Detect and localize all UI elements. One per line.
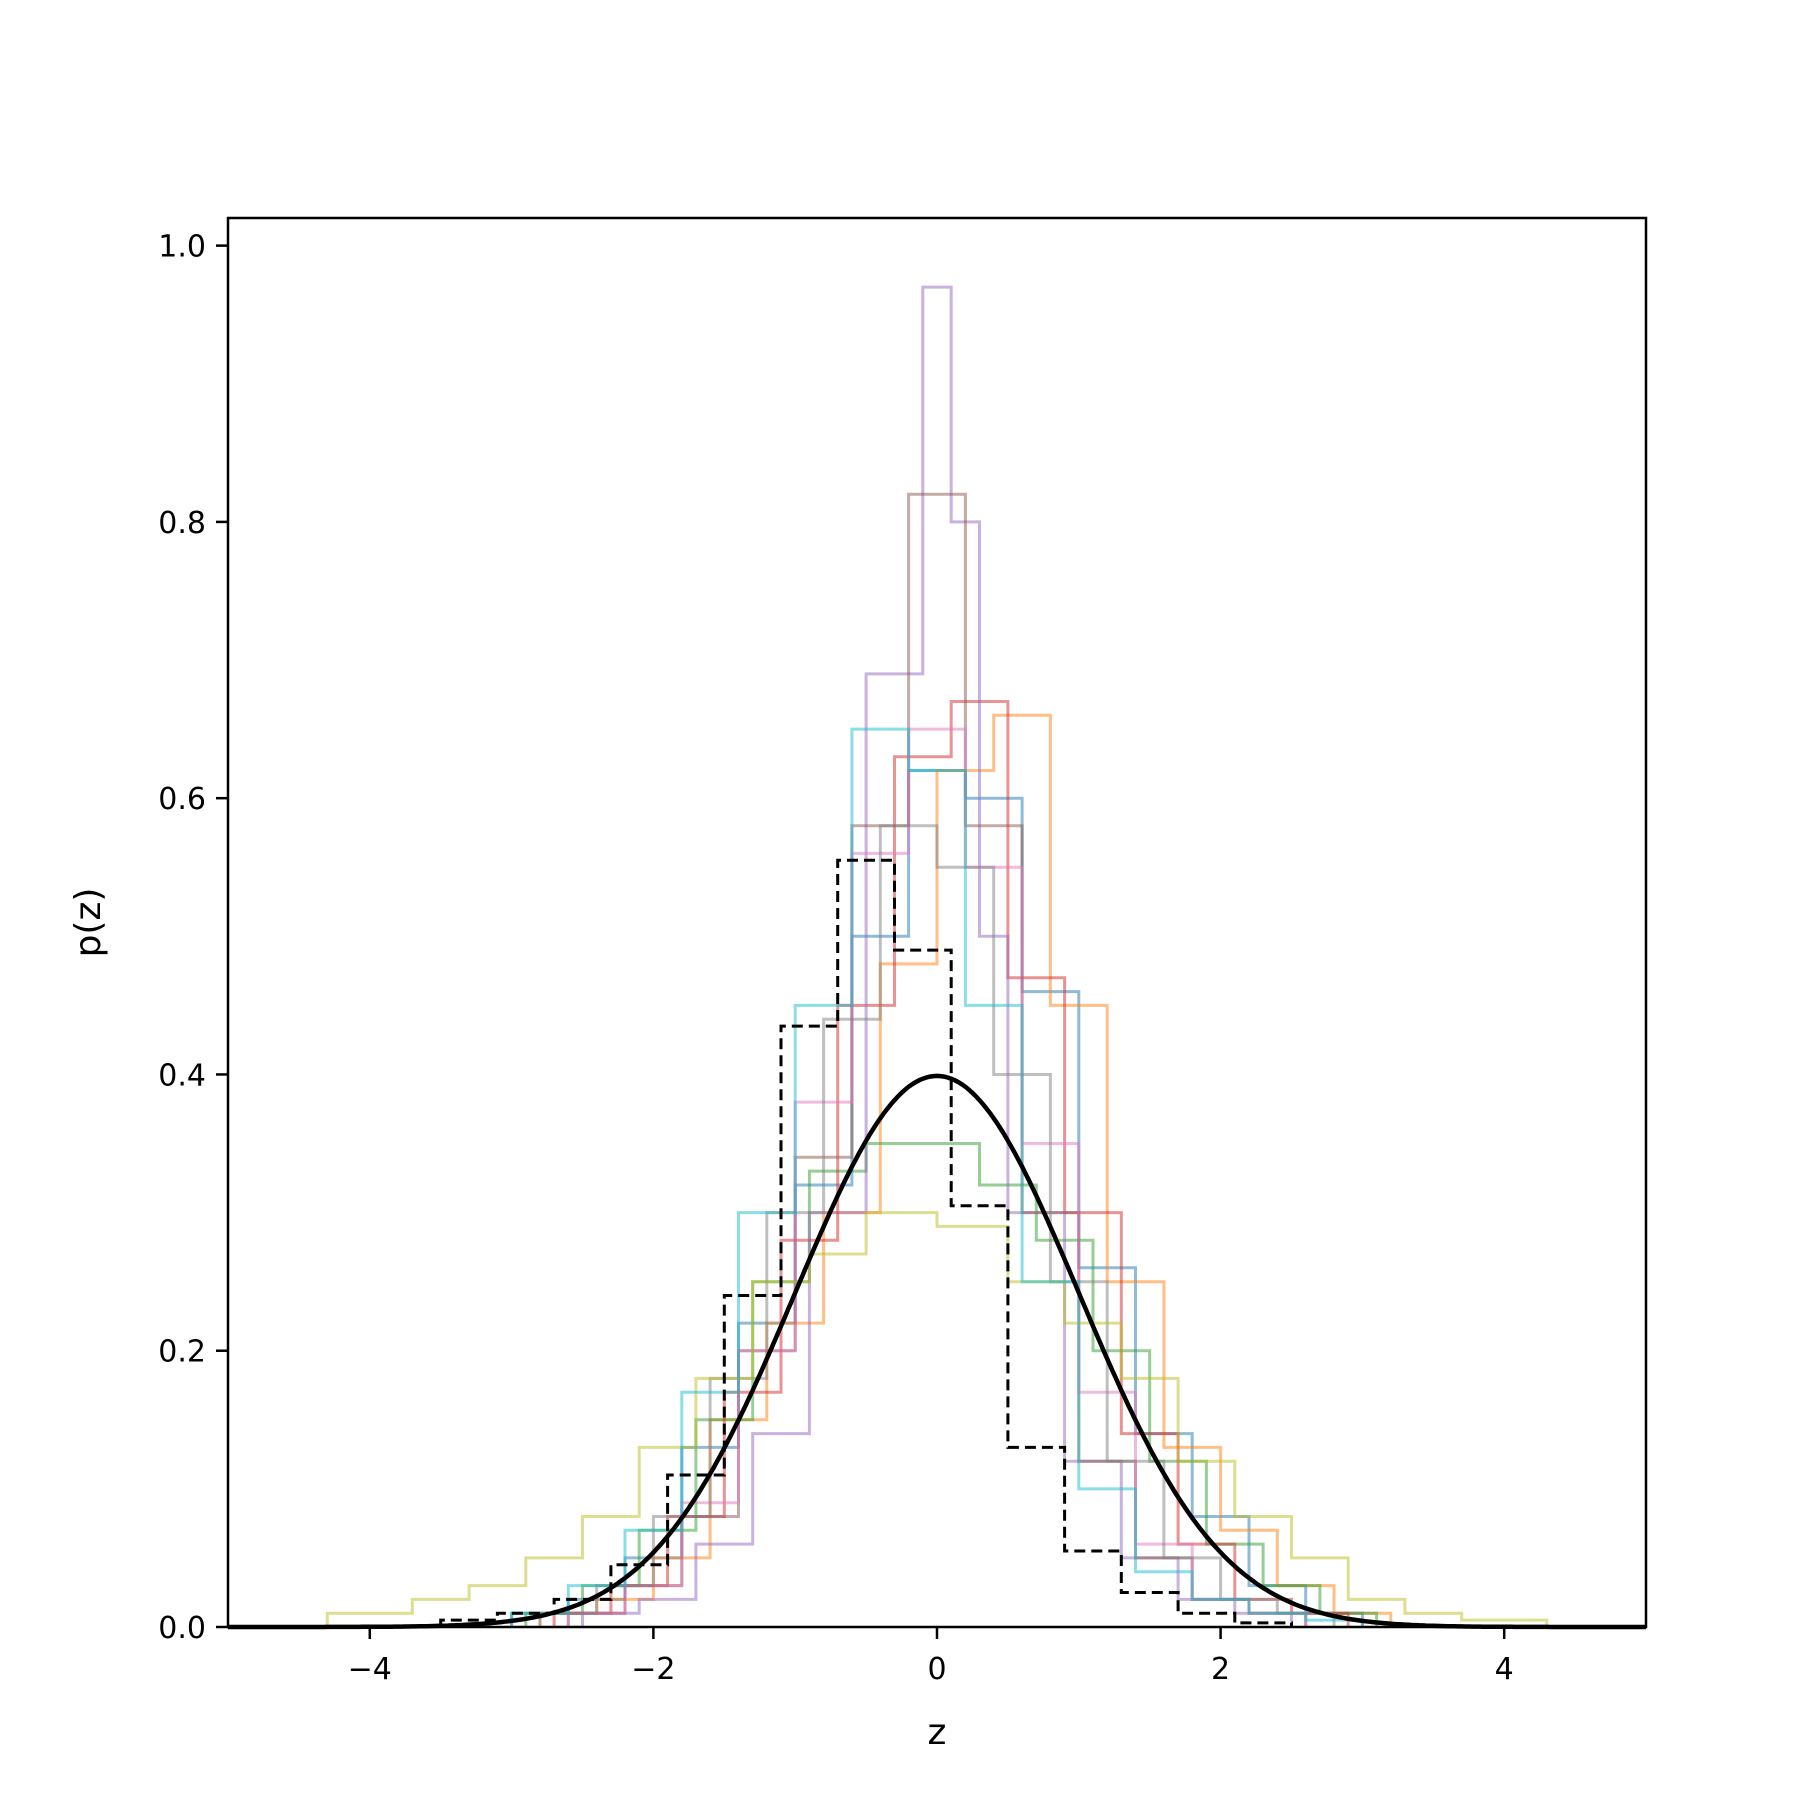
histogram-series-8: [538, 824, 1336, 1627]
normal-pdf-curve: [228, 1073, 1646, 1630]
x-tick-label: 4: [1495, 1652, 1514, 1687]
x-tick-label: 2: [1211, 1652, 1230, 1687]
y-ticks: 0.0 0.2 0.4 0.6 0.8 1.0: [158, 230, 228, 1646]
histogram-series-10: [510, 727, 1364, 1627]
normal-curve-layer: [228, 1073, 1646, 1630]
dashed-histogram: [439, 858, 1293, 1627]
y-tick-label: 0.2: [158, 1335, 206, 1370]
x-tick-label: 0: [927, 1652, 946, 1687]
dashed-histogram-layer: [439, 858, 1293, 1627]
histogram-layer: [325, 285, 1549, 1627]
x-ticks: −4 −2 0 2 4: [348, 1627, 1514, 1687]
x-tick-label: −2: [631, 1652, 675, 1687]
y-tick-label: 1.0: [158, 230, 206, 265]
y-tick-label: 0.0: [158, 1611, 206, 1646]
x-axis-label: z: [928, 1712, 947, 1753]
histogram-series-9: [325, 1211, 1549, 1627]
y-tick-label: 0.6: [158, 782, 206, 817]
histogram-series-6: [566, 492, 1308, 1627]
y-tick-label: 0.8: [158, 506, 206, 541]
x-tick-label: −4: [348, 1652, 392, 1687]
y-tick-label: 0.4: [158, 1058, 206, 1093]
y-axis-label: p(z): [68, 888, 109, 958]
histogram-series-5: [581, 285, 1293, 1627]
